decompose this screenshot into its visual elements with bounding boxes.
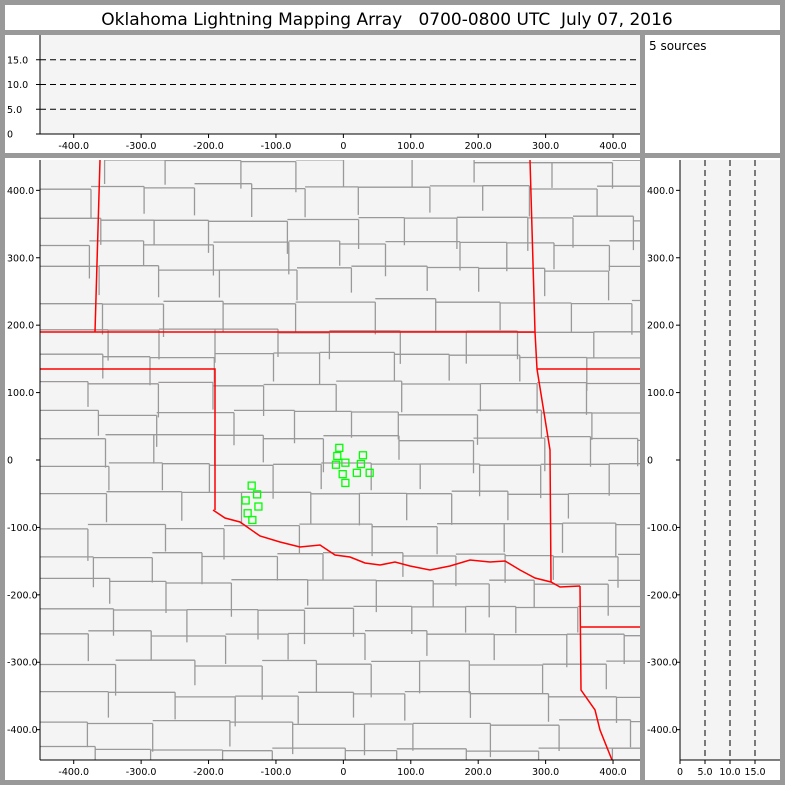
y-tick-label: 10.0 xyxy=(7,80,28,91)
lightning-source-marker xyxy=(335,443,344,453)
y-tick-label: 100.0 xyxy=(7,388,34,399)
x-tick-label: -100.0 xyxy=(261,767,292,778)
lightning-source-marker xyxy=(243,509,252,518)
y-tick-label: -200.0 xyxy=(7,590,38,601)
x-tick-label: 300.0 xyxy=(532,141,559,152)
state-border xyxy=(579,585,613,760)
y-tick-label: -400.0 xyxy=(7,725,38,736)
lightning-source-marker xyxy=(241,496,250,505)
y-tick-label: -400.0 xyxy=(647,725,678,736)
lightning-source-marker xyxy=(254,502,263,511)
lightning-source-marker xyxy=(252,490,262,499)
x-tick-label: 200.0 xyxy=(465,141,492,152)
y-tick-label: 15.0 xyxy=(7,55,28,66)
x-tick-label: 400.0 xyxy=(599,141,626,152)
y-tick-label: 300.0 xyxy=(7,253,34,264)
y-tick-label: 400.0 xyxy=(647,186,674,197)
y-tick-label: 100.0 xyxy=(647,388,674,399)
plan-view-plot: -400.0 -300.0 -200.0 -100.0 0 100.0 200.0 300.0… xyxy=(7,160,640,778)
lightning-source-marker xyxy=(248,515,257,525)
y-tick-label: -300.0 xyxy=(7,658,38,669)
x-tick-label: -300.0 xyxy=(126,141,157,152)
state-border xyxy=(94,160,101,333)
lightning-source-marker xyxy=(338,470,347,479)
figure-title: Oklahoma Lightning Mapping Array 0700-08… xyxy=(101,10,672,30)
lightning-source-marker xyxy=(247,481,256,490)
y-tick-label: -300.0 xyxy=(647,658,678,669)
y-tick-label: -200.0 xyxy=(647,590,678,601)
x-tick-label: -200.0 xyxy=(193,141,224,152)
x-tick-label: 100.0 xyxy=(397,141,424,152)
lightning-source-marker xyxy=(358,451,368,460)
x-tick-label: 0 xyxy=(340,767,346,778)
x-tick-label: 15.0 xyxy=(744,767,765,778)
lightning-source-marker xyxy=(341,458,350,467)
title-bar xyxy=(5,5,780,30)
y-tick-label: 0 xyxy=(7,130,13,141)
altitude-ew-plot: -400.0 -300.0 -200.0 -100.0 0 100.0 200.0 300.0… xyxy=(7,35,640,152)
map-layer xyxy=(40,160,640,760)
y-tick-label: 200.0 xyxy=(647,321,674,332)
lightning-source-marker xyxy=(356,459,366,469)
x-tick-label: 300.0 xyxy=(532,767,559,778)
x-tick-label: 200.0 xyxy=(465,767,492,778)
x-tick-label: 5.0 xyxy=(697,767,712,778)
lightning-source-marker xyxy=(341,478,350,488)
lightning-source-marker xyxy=(331,460,341,469)
lightning-source-marker xyxy=(352,468,362,477)
x-tick-label: -100.0 xyxy=(261,141,292,152)
y-tick-label: 200.0 xyxy=(7,321,34,332)
y-tick-label: -100.0 xyxy=(7,523,38,534)
state-border xyxy=(40,368,216,510)
x-tick-label: -300.0 xyxy=(126,767,157,778)
x-tick-label: 10.0 xyxy=(719,767,740,778)
y-tick-label: 5.0 xyxy=(7,105,22,116)
source-count-panel xyxy=(645,35,780,153)
lightning-source-marker xyxy=(333,451,342,461)
altitude-ns-plot: 0 5.0 10.0 15.0 -400.0 -300.0 -200.0 -100.0 0 100… xyxy=(647,160,780,778)
lightning-source-marker xyxy=(365,468,374,477)
y-tick-label: 400.0 xyxy=(7,186,34,197)
x-tick-label: 100.0 xyxy=(397,767,424,778)
y-tick-label: 300.0 xyxy=(647,253,674,264)
y-tick-label: 0 xyxy=(7,456,13,467)
state-border xyxy=(212,509,581,588)
y-tick-label: 0 xyxy=(647,456,653,467)
x-tick-label: 400.0 xyxy=(599,767,626,778)
x-tick-label: 0 xyxy=(677,767,683,778)
x-tick-label: -400.0 xyxy=(58,141,89,152)
source-count: 5 sources xyxy=(649,39,707,53)
x-tick-label: -400.0 xyxy=(58,767,89,778)
x-tick-label: -200.0 xyxy=(193,767,224,778)
x-tick-label: 0 xyxy=(340,141,346,152)
y-tick-label: -100.0 xyxy=(647,523,678,534)
